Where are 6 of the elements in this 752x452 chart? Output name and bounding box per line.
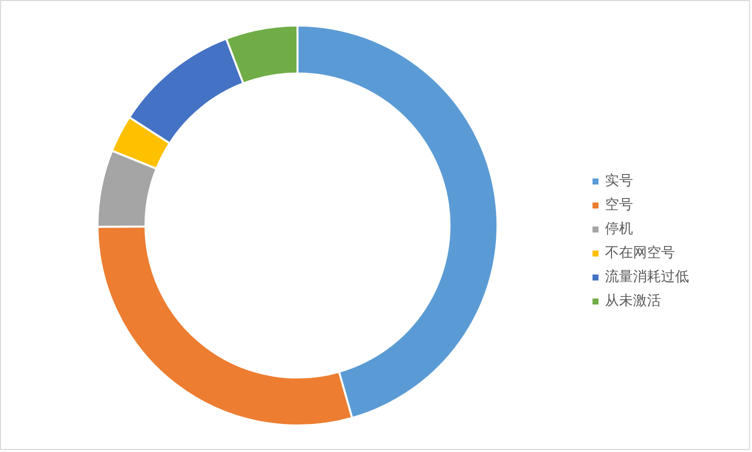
legend-label: 从未激活 [605,292,661,310]
legend-label: 实号 [605,172,633,190]
legend-label: 流量消耗过低 [605,268,689,286]
legend-label: 不在网空号 [605,244,675,262]
legend-label: 停机 [605,220,633,238]
legend-label: 空号 [605,196,633,214]
